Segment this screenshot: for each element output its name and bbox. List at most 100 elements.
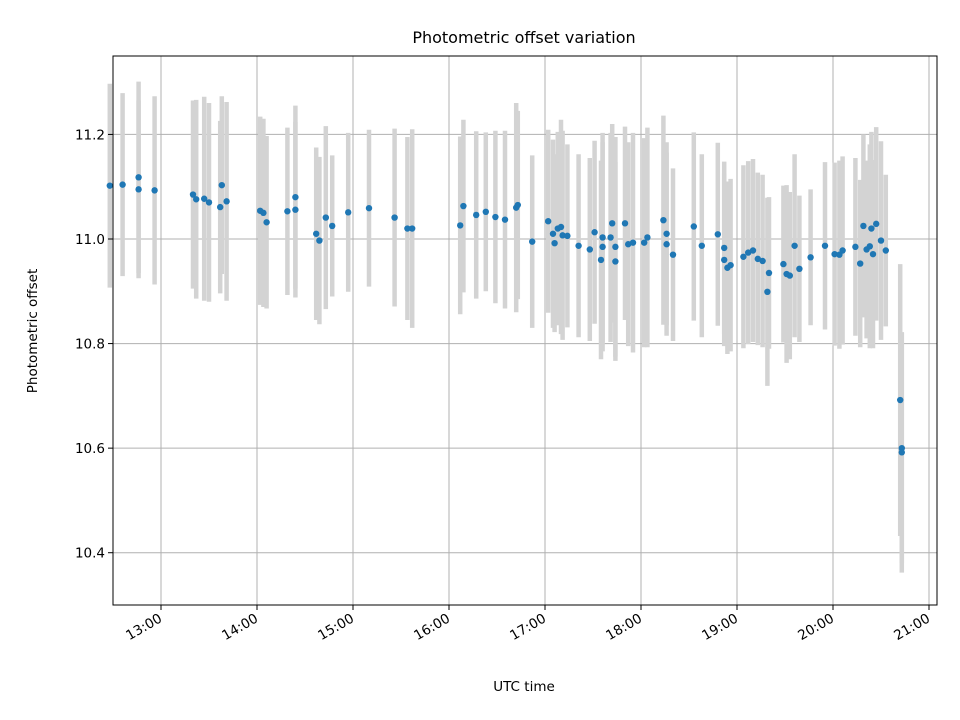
data-point: [316, 237, 323, 244]
data-point: [839, 247, 846, 254]
data-point: [621, 220, 629, 227]
data-point: [557, 223, 565, 231]
y-tick-label: 10.6: [75, 441, 105, 457]
data-point: [492, 213, 499, 221]
data-point: [551, 239, 558, 247]
x-tick-label: 16:00: [411, 611, 453, 644]
data-point: [559, 232, 566, 239]
data-point: [119, 181, 126, 188]
data-point: [223, 198, 230, 205]
data-point: [877, 237, 885, 244]
y-tick-label: 11.2: [75, 127, 105, 143]
data-point: [460, 202, 467, 210]
data-point: [852, 243, 859, 251]
data-point: [591, 229, 598, 236]
data-point: [625, 241, 632, 248]
data-point: [609, 220, 616, 227]
data-point: [365, 204, 373, 212]
data-point: [727, 261, 734, 269]
data-point: [322, 214, 329, 221]
data-point: [745, 249, 752, 256]
data-point: [660, 216, 667, 224]
x-tick-label: 19:00: [699, 611, 741, 644]
data-point: [764, 288, 771, 296]
data-point: [501, 216, 509, 223]
data-point: [721, 256, 728, 264]
data-point: [759, 257, 766, 265]
data-point: [663, 241, 670, 248]
data-point: [663, 230, 670, 237]
x-tick-label: 18:00: [603, 611, 645, 644]
chart-title: Photometric offset variation: [412, 28, 635, 47]
data-point: [345, 209, 352, 216]
y-tick-label: 10.4: [75, 546, 105, 562]
data-point: [740, 253, 747, 260]
data-point: [612, 258, 619, 265]
data-point: [329, 222, 336, 230]
data-point: [873, 220, 880, 228]
data-point: [482, 208, 489, 216]
x-axis-label: UTC time: [493, 679, 555, 695]
data-point: [292, 206, 299, 213]
data-point: [549, 230, 557, 237]
data-point: [564, 232, 571, 240]
data-point: [869, 250, 877, 258]
data-point: [218, 181, 225, 189]
data-point: [754, 255, 761, 263]
data-point: [690, 223, 697, 230]
data-point: [409, 225, 416, 232]
data-point: [786, 272, 793, 279]
data-point: [714, 231, 721, 238]
data-point: [796, 265, 803, 273]
data-point: [292, 193, 299, 201]
data-points: [106, 174, 905, 456]
data-point: [860, 222, 867, 230]
data-point: [831, 250, 838, 258]
data-point: [404, 225, 411, 232]
data-point: [106, 182, 114, 189]
x-tick-label: 21:00: [891, 611, 933, 644]
x-axis-ticks: 13:00 14:00 15:00 16:00 17:00 18:00 19:00 20:00…: [123, 605, 933, 644]
x-tick-label: 20:00: [795, 611, 837, 644]
data-point: [457, 222, 464, 229]
x-tick-label: 17:00: [507, 611, 549, 644]
y-axis-ticks: 10.4 10.6 10.8 11.0 11.2: [75, 127, 113, 562]
data-point: [669, 251, 677, 258]
data-point: [217, 203, 224, 211]
data-point: [575, 242, 582, 249]
data-point: [866, 243, 873, 250]
data-point: [629, 239, 637, 246]
data-point: [205, 199, 213, 206]
data-point: [857, 260, 864, 267]
data-point: [391, 214, 398, 221]
data-point: [612, 243, 619, 251]
data-point: [597, 256, 605, 264]
data-point: [868, 225, 875, 232]
data-point: [135, 174, 142, 181]
y-tick-label: 10.8: [75, 337, 105, 353]
data-point: [698, 242, 705, 249]
x-tick-label: 14:00: [219, 611, 261, 644]
x-tick-label: 13:00: [123, 611, 165, 644]
data-point: [514, 201, 521, 209]
y-axis-label: Photometric offset: [25, 269, 41, 393]
data-point: [882, 247, 889, 254]
error-bars: [107, 81, 905, 573]
data-point: [721, 244, 728, 252]
data-point: [607, 234, 614, 241]
data-point: [599, 234, 606, 241]
data-point: [898, 449, 905, 456]
plot-frame: [112, 55, 938, 606]
data-point: [644, 234, 651, 241]
data-point: [599, 243, 606, 251]
data-point: [780, 260, 787, 268]
data-point: [529, 238, 536, 245]
data-point: [641, 239, 648, 246]
data-point: [821, 242, 829, 249]
data-point: [749, 247, 757, 254]
data-point: [765, 269, 773, 277]
data-point: [151, 187, 158, 194]
gridlines: [113, 56, 937, 605]
data-point: [791, 242, 798, 249]
